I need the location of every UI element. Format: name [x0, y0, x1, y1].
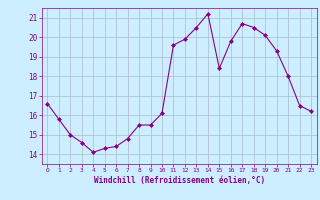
X-axis label: Windchill (Refroidissement éolien,°C): Windchill (Refroidissement éolien,°C)	[94, 176, 265, 185]
